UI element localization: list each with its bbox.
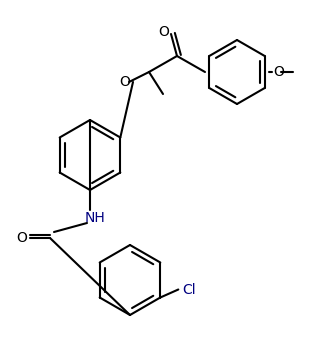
Text: O: O <box>158 25 170 39</box>
Text: O: O <box>17 231 27 245</box>
Text: Cl: Cl <box>182 282 196 296</box>
Text: O: O <box>273 65 284 79</box>
Text: NH: NH <box>85 211 105 225</box>
Text: O: O <box>120 75 130 89</box>
